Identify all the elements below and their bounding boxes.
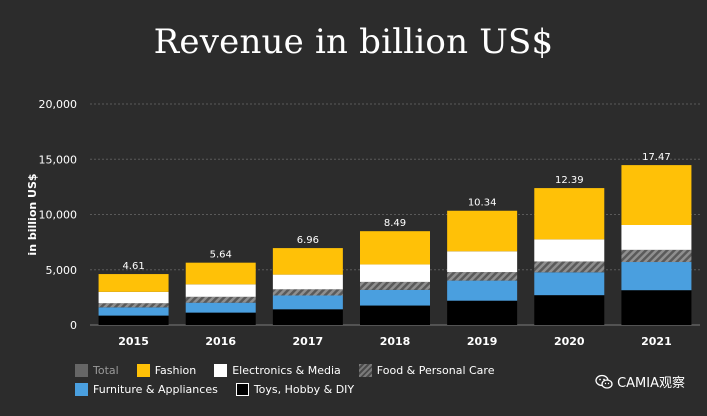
bar-segment-food-personal-care-2020 bbox=[534, 261, 605, 273]
x-tick-label-2021: 2021 bbox=[641, 335, 672, 348]
bar-segment-fashion-2017 bbox=[272, 248, 343, 275]
x-tick-label-2016: 2016 bbox=[205, 335, 236, 348]
legend-item-food-personal-care[interactable]: Food & Personal Care bbox=[358, 364, 495, 377]
legend-swatch-fashion bbox=[136, 364, 150, 377]
legend-label-fashion: Fashion bbox=[154, 364, 197, 377]
bar-segment-toys-hobby-diy-2015 bbox=[98, 315, 169, 325]
y-tick-label: 5,000 bbox=[46, 264, 78, 277]
legend-label-electronics-media: Electronics & Media bbox=[232, 364, 341, 377]
bar-segment-toys-hobby-diy-2016 bbox=[185, 312, 256, 325]
legend-label-food-personal-care: Food & Personal Care bbox=[376, 364, 495, 377]
legend-label-furniture-appliances: Furniture & Appliances bbox=[93, 383, 218, 396]
bar-segment-toys-hobby-diy-2017 bbox=[272, 309, 343, 325]
legend-item-furniture-appliances[interactable]: Furniture & Appliances bbox=[75, 383, 218, 396]
bar-segment-electronics-media-2015 bbox=[98, 291, 169, 304]
total-label-2015: 4.61 bbox=[122, 261, 144, 272]
total-label-2021: 17.47 bbox=[642, 152, 671, 163]
bar-segment-toys-hobby-diy-2020 bbox=[534, 295, 605, 325]
bar-segment-furniture-appliances-2021 bbox=[621, 262, 692, 291]
y-tick-label: 10,000 bbox=[39, 209, 78, 222]
legend-label-toys-hobby-diy: Toys, Hobby & DIY bbox=[253, 383, 355, 396]
wechat-icon bbox=[595, 374, 613, 390]
bar-segment-electronics-media-2021 bbox=[621, 224, 692, 250]
bar-segment-electronics-media-2016 bbox=[185, 284, 256, 297]
legend-swatch-furniture-appliances bbox=[75, 383, 88, 396]
total-label-2019: 10.34 bbox=[468, 198, 497, 209]
bar-segment-food-personal-care-2018 bbox=[360, 281, 430, 290]
bar-segment-furniture-appliances-2017 bbox=[272, 295, 343, 310]
bar-segment-food-personal-care-2017 bbox=[272, 289, 343, 296]
bar-segment-furniture-appliances-2016 bbox=[185, 302, 256, 313]
bar-segment-furniture-appliances-2019 bbox=[447, 280, 518, 301]
total-label-2017: 6.96 bbox=[297, 235, 319, 246]
x-tick-label-2019: 2019 bbox=[467, 335, 498, 348]
legend-swatch-total bbox=[75, 364, 88, 377]
legend-item-toys-hobby-diy[interactable]: Toys, Hobby & DIY bbox=[235, 383, 355, 396]
bar-segment-fashion-2015 bbox=[98, 274, 169, 292]
legend-label-total: Total bbox=[93, 364, 119, 377]
bar-segment-furniture-appliances-2020 bbox=[534, 272, 605, 296]
legend-item-total[interactable]: Total bbox=[75, 364, 119, 377]
bar-segment-food-personal-care-2015 bbox=[98, 303, 169, 308]
bar-segment-fashion-2021 bbox=[621, 165, 692, 225]
legend: Total Fashion Electronics & Media Food &… bbox=[75, 364, 635, 396]
legend-item-fashion[interactable]: Fashion bbox=[136, 364, 197, 377]
bar-segment-fashion-2018 bbox=[360, 231, 430, 265]
bar-segment-toys-hobby-diy-2019 bbox=[447, 300, 518, 325]
chart-plot: 0 5,000 10,000 15,000 20,000 in billion US$ 4.… bbox=[26, 98, 700, 348]
bar-segment-food-personal-care-2016 bbox=[185, 296, 256, 303]
bar-segment-electronics-media-2020 bbox=[534, 239, 605, 262]
bar-segment-fashion-2019 bbox=[447, 210, 518, 252]
y-tick-label: 0 bbox=[70, 319, 77, 332]
watermark: CAMIA观察 bbox=[595, 372, 685, 391]
bar-segment-fashion-2020 bbox=[534, 188, 605, 240]
chart-title: Revenue in billion US$ bbox=[153, 22, 554, 62]
legend-swatch-toys-hobby-diy bbox=[235, 383, 249, 396]
x-tick-label-2017: 2017 bbox=[293, 335, 324, 348]
y-tick-label: 20,000 bbox=[39, 98, 78, 111]
bar-segment-electronics-media-2018 bbox=[360, 264, 430, 282]
bar-segment-furniture-appliances-2015 bbox=[98, 307, 169, 316]
total-label-2016: 5.64 bbox=[210, 250, 232, 261]
bar-segment-toys-hobby-diy-2021 bbox=[621, 290, 692, 325]
bar-segment-toys-hobby-diy-2018 bbox=[360, 305, 430, 325]
total-label-2018: 8.49 bbox=[384, 218, 406, 229]
bar-segment-food-personal-care-2021 bbox=[621, 249, 692, 263]
bar-segment-fashion-2016 bbox=[185, 262, 256, 285]
total-label-2020: 12.39 bbox=[555, 175, 584, 186]
bar-segment-electronics-media-2017 bbox=[272, 274, 343, 290]
legend-item-electronics-media[interactable]: Electronics & Media bbox=[214, 364, 341, 377]
x-tick-label-2015: 2015 bbox=[118, 335, 149, 348]
legend-swatch-food-personal-care bbox=[358, 364, 372, 377]
bar-segment-food-personal-care-2019 bbox=[447, 272, 518, 281]
legend-swatch-electronics-media bbox=[214, 364, 228, 377]
x-tick-label-2020: 2020 bbox=[554, 335, 585, 348]
y-tick-label: 15,000 bbox=[39, 153, 78, 166]
x-tick-label-2018: 2018 bbox=[380, 335, 411, 348]
y-axis-title: in billion US$ bbox=[26, 173, 39, 255]
bar-segment-electronics-media-2019 bbox=[447, 251, 518, 273]
watermark-text: CAMIA观察 bbox=[617, 376, 685, 391]
bar-segment-furniture-appliances-2018 bbox=[360, 289, 430, 306]
